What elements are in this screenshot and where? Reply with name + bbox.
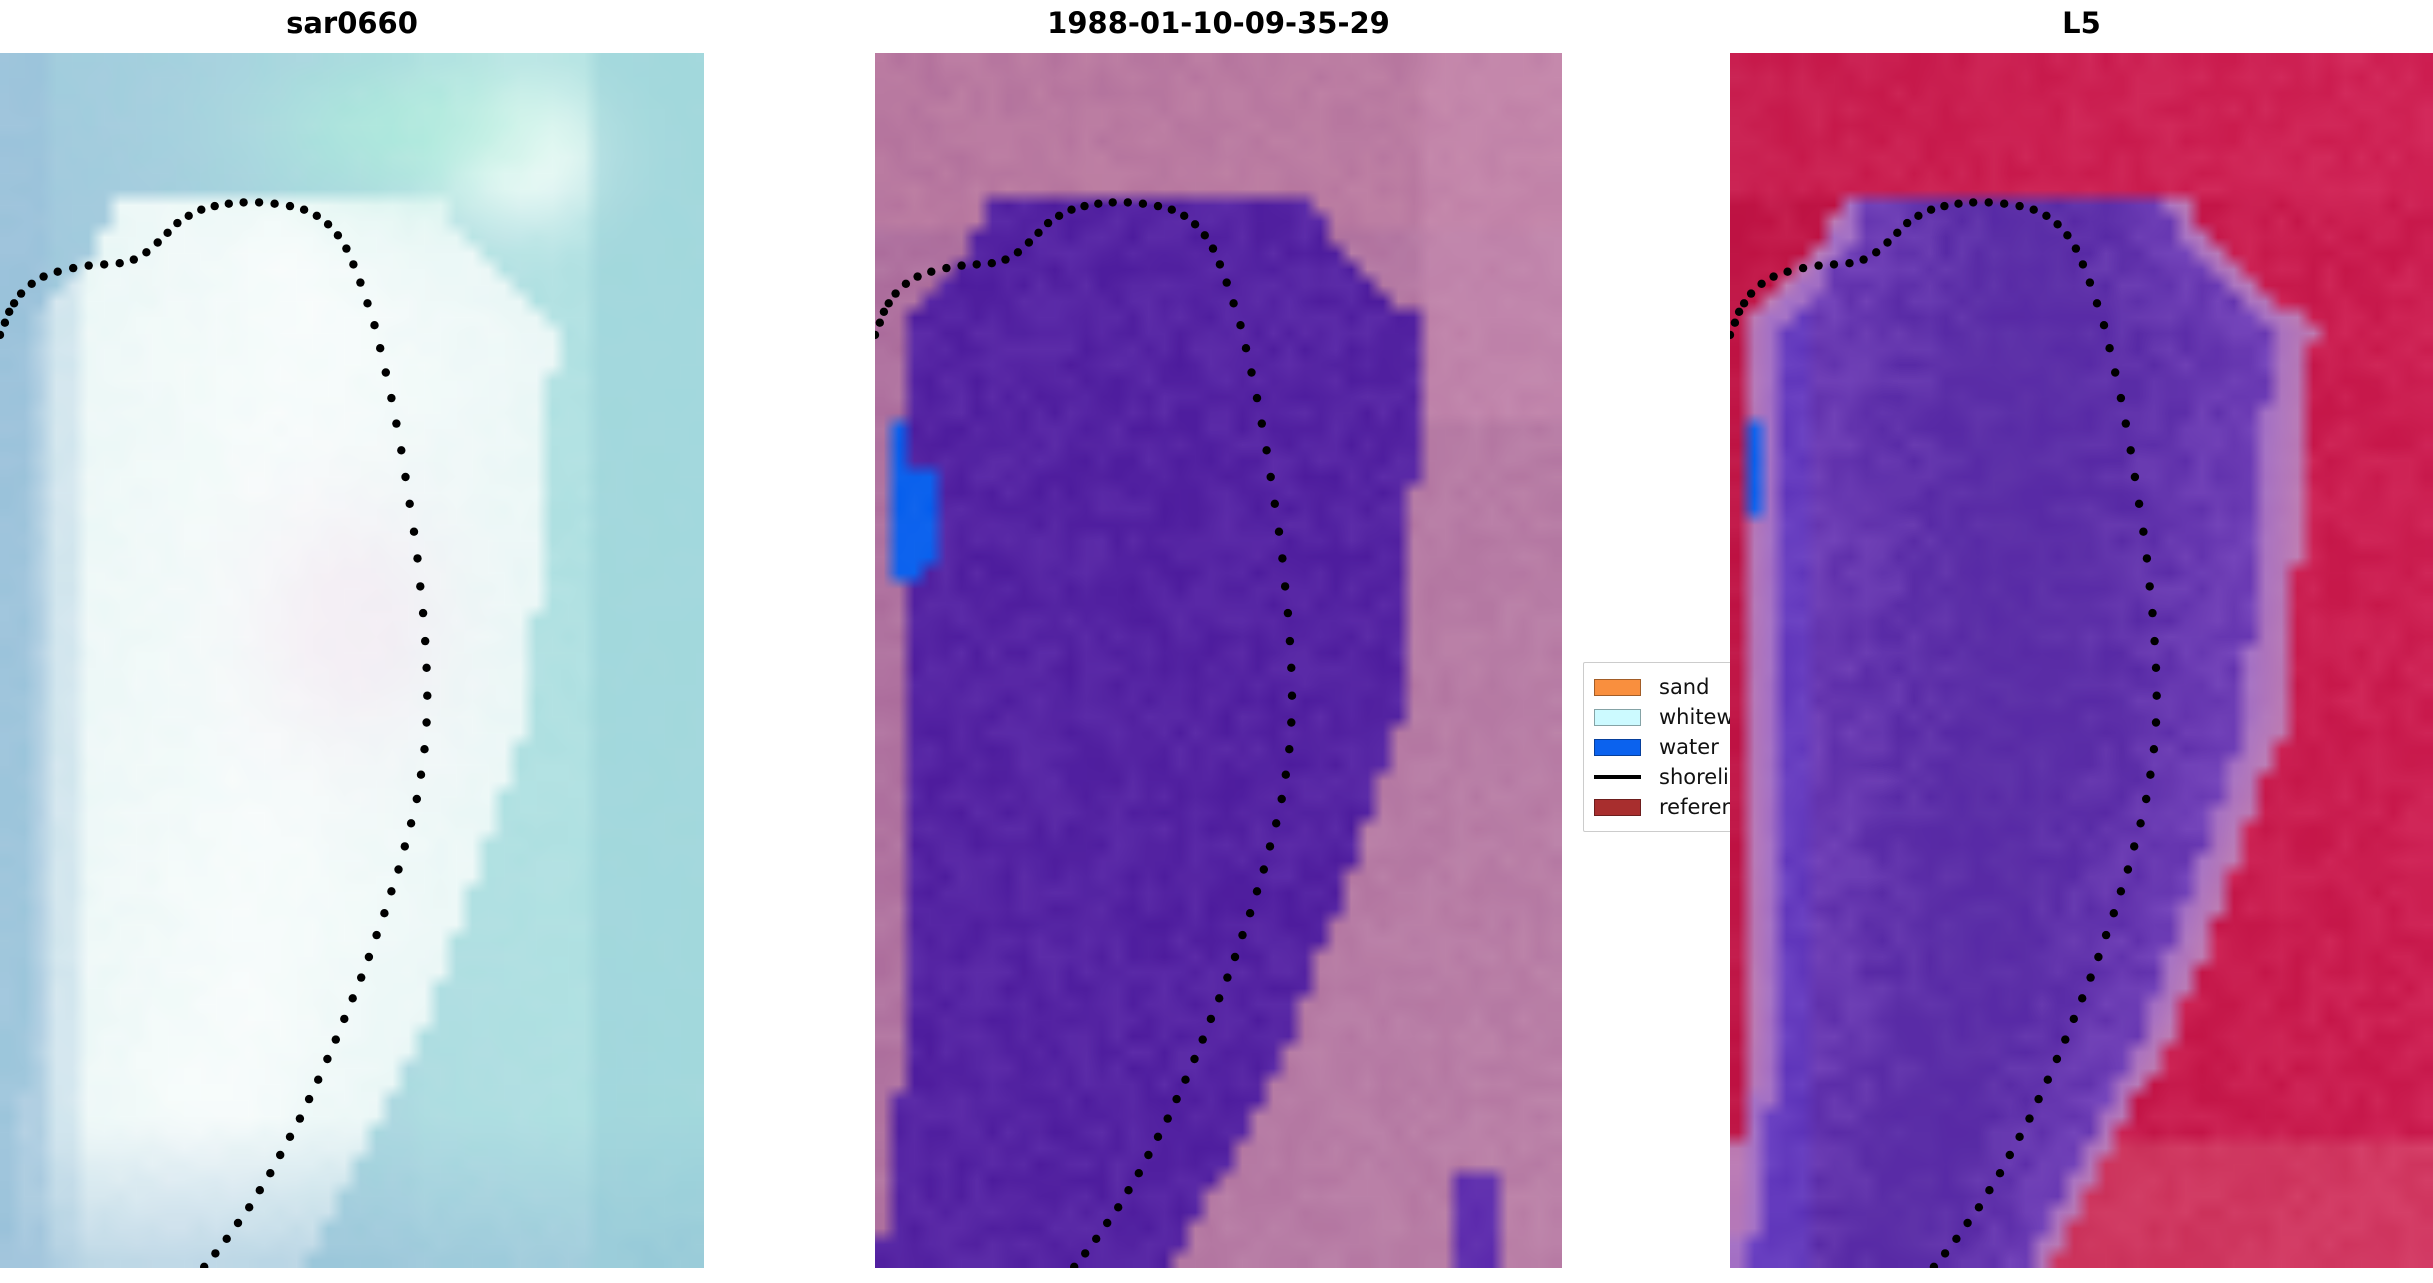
l5-raster [1730,53,2433,1268]
legend-label-sand: sand [1659,675,1710,699]
image-panel-classification [875,53,1562,1268]
sar-raster [0,53,704,1268]
legend-swatch-sand [1594,678,1641,696]
legend-swatch-water [1594,738,1641,756]
panel-title-sar: sar0660 [286,6,418,40]
legend-swatch-reference [1594,798,1641,816]
image-panel-sar [0,53,704,1268]
panel-title-date: 1988-01-10-09-35-29 [1047,6,1390,40]
classification-raster [875,53,1562,1268]
legend-swatch-shoreline [1594,769,1641,786]
legend-swatch-whitewater [1594,708,1641,726]
image-panel-l5 [1730,53,2433,1268]
legend-item-water: water [1594,732,1779,762]
panel-title-satellite: L5 [2062,6,2101,40]
legend-item-sand: sand [1594,672,1779,702]
legend-label-water: water [1659,735,1719,759]
